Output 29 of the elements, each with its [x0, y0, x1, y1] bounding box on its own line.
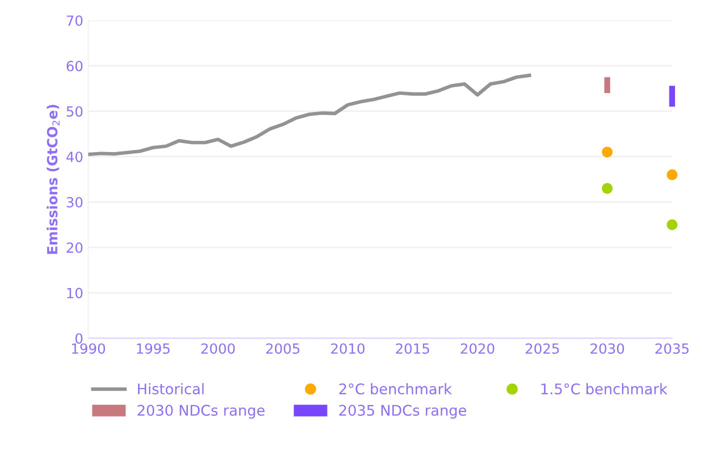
x-tick-label: 2015: [396, 343, 430, 354]
y-tick-label: 10: [67, 288, 82, 298]
y-tick-label: 30: [66, 197, 82, 208]
point: [666, 219, 678, 230]
legend-label: 2030 NDCs range: [138, 404, 265, 419]
legend-label: 2035 NDCs range: [339, 404, 466, 419]
y-tick-label: 50: [66, 106, 82, 117]
x-tick-label: 1990: [72, 343, 105, 354]
x-tick-label: 1995: [136, 343, 170, 354]
y-axis-title: Emissions (GtCO$_{2}$e): [46, 104, 60, 254]
point: [602, 146, 613, 158]
point: [602, 183, 613, 194]
x-tick-label: 2030: [590, 343, 624, 354]
x-tick-label: 2010: [331, 343, 364, 354]
x-tick-label: 2025: [526, 343, 559, 354]
x-tick-label: 2020: [460, 343, 494, 354]
point: [666, 169, 678, 180]
legend-label: 2°C benchmark: [339, 383, 452, 394]
legend-label: Historical: [138, 383, 204, 394]
x-tick-label: 2035: [655, 343, 689, 354]
x-tick-label: 2005: [266, 343, 300, 354]
line-series: [88, 74, 532, 156]
y-tick-label: 60: [66, 60, 82, 72]
x-tick-label: 2000: [201, 343, 235, 354]
y-tick-label: 0: [75, 333, 82, 344]
y-tick-label: 20: [66, 242, 82, 253]
y-tick-label: 70: [66, 15, 82, 26]
y-tick-label: 40: [66, 152, 82, 162]
legend-label: 1.5°C benchmark: [541, 383, 668, 394]
